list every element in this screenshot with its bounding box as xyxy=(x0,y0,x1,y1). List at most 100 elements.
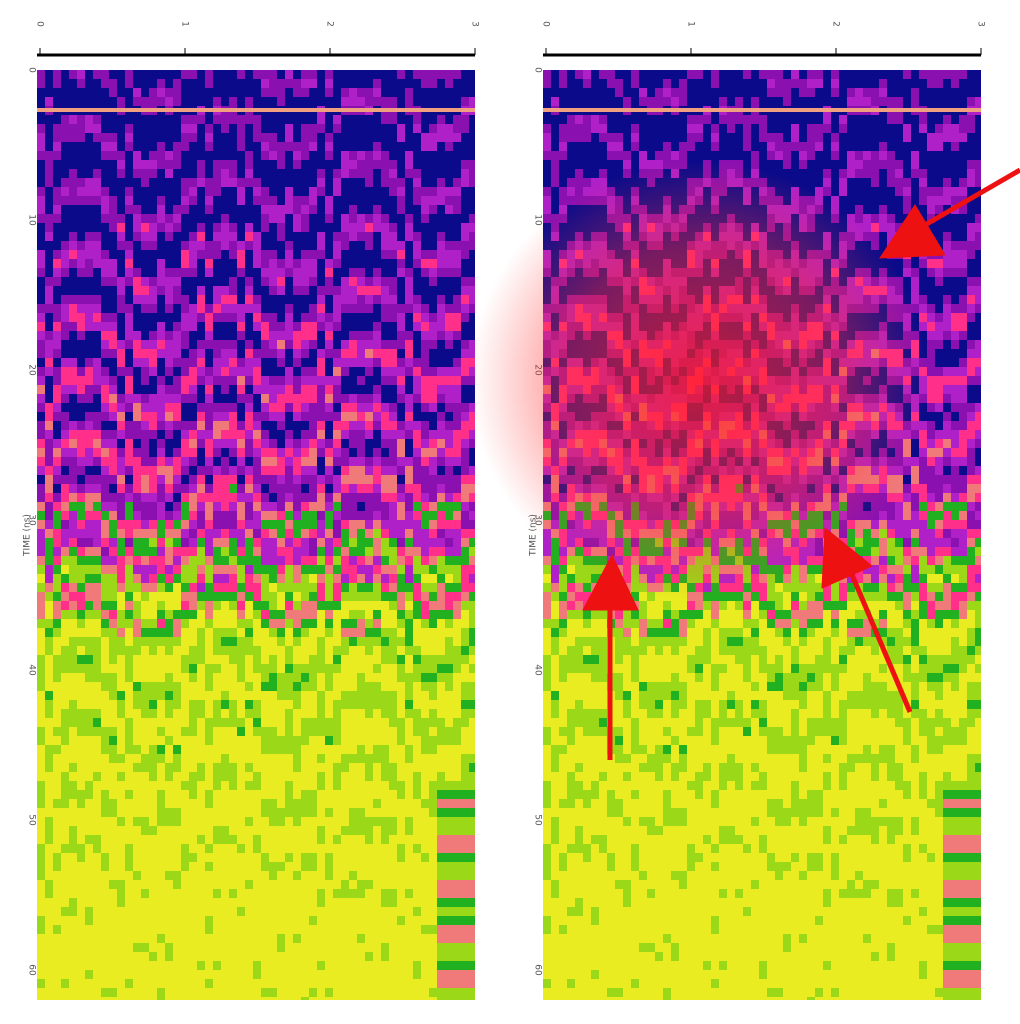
radargram-cell xyxy=(429,313,437,322)
radargram-cell xyxy=(461,853,469,862)
radargram-cell xyxy=(189,637,197,646)
radargram-cell xyxy=(45,304,53,313)
radargram-cell xyxy=(77,88,85,97)
radargram-cell xyxy=(69,763,77,772)
radargram-cell xyxy=(109,709,117,718)
radargram-cell xyxy=(237,232,245,241)
radargram-cell xyxy=(189,853,197,862)
radargram-cell xyxy=(293,718,301,727)
radargram-cell xyxy=(341,259,349,268)
radargram-cell xyxy=(445,610,453,619)
radargram-cell xyxy=(437,142,445,151)
radargram-cell xyxy=(461,394,469,403)
radargram-cell xyxy=(93,646,101,655)
radargram-cell xyxy=(213,691,221,700)
radargram-cell xyxy=(77,709,85,718)
radargram-cell xyxy=(37,313,45,322)
radargram-cell xyxy=(293,304,301,313)
radargram-cell xyxy=(317,673,325,682)
radargram-cell xyxy=(301,196,309,205)
radargram-cell xyxy=(365,313,373,322)
radargram-cell xyxy=(261,502,269,511)
radargram-cell xyxy=(229,601,237,610)
radargram-cell xyxy=(357,214,365,223)
radargram-cell xyxy=(125,826,133,835)
radargram-cell xyxy=(197,637,205,646)
radargram-cell xyxy=(365,592,373,601)
radargram-cell xyxy=(461,457,469,466)
radargram-cell xyxy=(269,376,277,385)
radargram-cell xyxy=(357,844,365,853)
radargram-cell xyxy=(37,736,45,745)
radargram-cell xyxy=(189,682,197,691)
radargram-cell xyxy=(109,340,117,349)
radargram-cell xyxy=(197,394,205,403)
radargram-cell xyxy=(381,223,389,232)
radargram-cell xyxy=(173,628,181,637)
radargram-cell xyxy=(53,232,61,241)
radargram-cell xyxy=(237,304,245,313)
radargram-cell xyxy=(133,817,141,826)
radargram-cell xyxy=(341,88,349,97)
radargram-cell xyxy=(61,277,69,286)
radargram-cell xyxy=(53,133,61,142)
radargram-cell xyxy=(365,349,373,358)
radargram-cell xyxy=(317,547,325,556)
radargram-cell xyxy=(357,394,365,403)
radargram-cell xyxy=(317,484,325,493)
radargram-cell xyxy=(101,862,109,871)
radargram-cell xyxy=(333,241,341,250)
radargram-cell xyxy=(109,169,117,178)
radargram-cell xyxy=(53,799,61,808)
radargram-cell xyxy=(109,808,117,817)
radargram-cell xyxy=(157,169,165,178)
radargram-cell xyxy=(421,754,429,763)
radargram-cell xyxy=(77,682,85,691)
radargram-cell xyxy=(125,862,133,871)
radargram-cell xyxy=(421,178,429,187)
radargram-cell xyxy=(461,862,469,871)
radargram-cell xyxy=(277,97,285,106)
radargram-cell xyxy=(285,790,293,799)
radargram-cell xyxy=(85,709,93,718)
radargram-cell xyxy=(413,808,421,817)
radargram-cell xyxy=(389,304,397,313)
radargram-cell xyxy=(61,250,69,259)
radargram-cell xyxy=(69,817,77,826)
radargram-cell xyxy=(237,124,245,133)
radargram-cell xyxy=(45,673,53,682)
radargram-cell xyxy=(461,205,469,214)
radargram-cell xyxy=(389,619,397,628)
radargram-cell xyxy=(61,169,69,178)
radargram-cell xyxy=(261,655,269,664)
radargram-cell xyxy=(277,547,285,556)
radargram-cell xyxy=(405,781,413,790)
radargram-cell xyxy=(437,286,445,295)
radargram-cell xyxy=(85,556,93,565)
radargram-cell xyxy=(405,628,413,637)
radargram-cell xyxy=(189,745,197,754)
radargram-cell xyxy=(381,781,389,790)
radargram-cell xyxy=(261,322,269,331)
radargram-cell xyxy=(269,880,277,889)
radargram-cell xyxy=(437,385,445,394)
radargram-cell xyxy=(333,871,341,880)
radargram-cell xyxy=(93,502,101,511)
radargram-cell xyxy=(157,331,165,340)
radargram-cell xyxy=(381,790,389,799)
radargram-cell xyxy=(373,592,381,601)
radargram-cell xyxy=(53,187,61,196)
radargram-cell xyxy=(413,214,421,223)
radargram-cell xyxy=(429,466,437,475)
radargram-cell xyxy=(325,520,333,529)
radargram-cell xyxy=(261,709,269,718)
radargram-cell xyxy=(389,565,397,574)
radargram-cell xyxy=(365,529,373,538)
radargram-cell xyxy=(45,574,53,583)
radargram-cell xyxy=(453,187,461,196)
radargram-cell xyxy=(397,97,405,106)
radargram-cell xyxy=(325,412,333,421)
radargram-cell xyxy=(461,871,469,880)
radargram-cell xyxy=(181,88,189,97)
radargram-cell xyxy=(221,313,229,322)
